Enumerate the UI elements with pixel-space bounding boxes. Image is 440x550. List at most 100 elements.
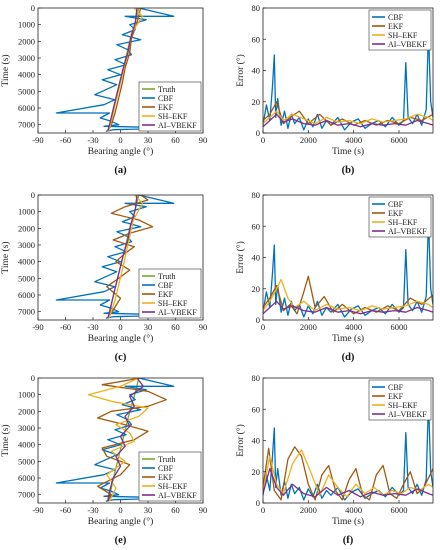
series-group (55, 8, 181, 132)
legend-entry: AI–VBEKF (158, 491, 197, 500)
panel-label: (f) (343, 535, 354, 546)
y-tick-label: 80 (252, 373, 261, 383)
y-tick-label: 2000 (18, 36, 35, 46)
legend-entry: Truth (158, 272, 176, 281)
x-tick-label: 0 (118, 322, 122, 332)
y-axis-label: Error (°) (235, 241, 246, 274)
series-line-ai-vbekf (263, 467, 433, 498)
x-tick-label: 2000 (300, 135, 317, 145)
y-tick-label: 3000 (18, 240, 35, 250)
y-tick-label: 1000 (18, 20, 35, 30)
x-tick-label: -90 (32, 322, 43, 332)
series-group (263, 217, 433, 318)
legend-entry: CBF (388, 383, 404, 392)
x-tick-label: 4000 (345, 322, 362, 332)
x-tick-label: 90 (199, 135, 208, 145)
panel-5: -90 -60 -30 0 30 60 90 0 1000 2000 3000 4000 5000 600… (0, 373, 207, 546)
legend-entry: EKF (388, 22, 404, 31)
panel-1: -90 -60 -30 0 30 60 90 0 1000 2000 3000 4000 5000 600… (0, 3, 207, 176)
series-line-cbf (263, 400, 433, 501)
y-tick-label: 20 (252, 467, 261, 477)
y-tick-label: 5000 (18, 273, 35, 283)
x-axis-label: Bearing angle (°) (88, 146, 154, 157)
series-line-sh-ekf (107, 195, 144, 319)
legend-entry: SH–EKF (158, 112, 188, 121)
series-line-sh-ekf (87, 378, 149, 502)
series-line-sh-ekf (263, 449, 433, 498)
series-line-ekf (263, 446, 433, 501)
series-line-ai-vbekf (107, 8, 138, 132)
x-tick-label: -30 (87, 505, 98, 515)
y-axis-label: Time (s) (0, 241, 11, 273)
x-tick-label: -60 (60, 505, 71, 515)
series-line-sh-ekf (107, 8, 144, 132)
x-tick-label: 30 (144, 322, 153, 332)
series-line-sh-ekf (263, 278, 433, 312)
x-tick-label: 4000 (345, 135, 362, 145)
x-tick-label: 6000 (391, 135, 408, 145)
panel-label: (a) (114, 165, 127, 176)
series-line-ai-vbekf (263, 113, 433, 128)
series-line-ekf (263, 275, 433, 315)
y-axis-label: Error (°) (235, 54, 246, 87)
y-tick-label: 5000 (18, 456, 35, 466)
x-tick-label: 0 (118, 135, 122, 145)
legend-entry: AI–VBEKF (388, 227, 427, 236)
series-line-ai-vbekf (107, 378, 145, 502)
y-tick-label: 60 (252, 404, 261, 414)
y-tick-label: 0 (31, 3, 35, 13)
legend-entry: AI–VBEKF (158, 308, 197, 317)
series-line-cbf (55, 378, 181, 502)
legend-entry: Truth (158, 85, 176, 94)
legend-entry: SH–EKF (158, 299, 188, 308)
series-line-ai-vbekf (263, 300, 433, 315)
panel-label: (e) (115, 535, 127, 546)
y-tick-label: 7000 (18, 490, 35, 500)
panel-label: (b) (342, 165, 355, 176)
y-tick-label: 2000 (18, 406, 35, 416)
y-tick-label: 60 (252, 34, 261, 44)
legend-entry: Truth (158, 455, 176, 464)
panel-4: 0 2000 4000 6000 0 20 40 60 80 Time (s) Error (°) (… (235, 190, 434, 363)
legend-entry: CBF (388, 13, 404, 22)
x-tick-label: 2000 (300, 505, 317, 515)
y-tick-label: 40 (252, 436, 261, 446)
legend-entry: CBF (158, 94, 174, 103)
y-tick-label: 5000 (18, 86, 35, 96)
y-tick-label: 0 (256, 315, 260, 325)
x-tick-label: 2000 (300, 322, 317, 332)
legend-entry: CBF (388, 200, 404, 209)
y-tick-label: 80 (252, 190, 261, 200)
series-group (263, 400, 433, 501)
x-tick-label: 90 (199, 322, 208, 332)
legend-entry: EKF (388, 392, 404, 401)
y-tick-label: 0 (31, 190, 35, 200)
legend-entry: CBF (158, 464, 174, 473)
series-line-sh-ekf (263, 110, 433, 125)
legend-entry: CBF (158, 281, 174, 290)
x-tick-label: -30 (87, 322, 98, 332)
legend-entry: SH–EKF (388, 218, 418, 227)
legend-entry: SH–EKF (388, 401, 418, 410)
x-tick-label: -60 (60, 135, 71, 145)
legend-entry: EKF (158, 290, 174, 299)
series-line-ai-vbekf (107, 195, 138, 319)
y-tick-label: 6000 (18, 473, 35, 483)
y-axis-label: Time (s) (0, 54, 11, 86)
x-axis-label: Time (s) (332, 333, 364, 344)
panel-2: 0 2000 4000 6000 0 20 40 60 80 Time (s) Error (°) (… (235, 3, 434, 176)
x-tick-label: -90 (32, 135, 43, 145)
y-tick-label: 7000 (18, 120, 35, 130)
x-axis-label: Bearing angle (°) (88, 333, 154, 344)
x-tick-label: 4000 (345, 505, 362, 515)
y-tick-label: 0 (256, 498, 260, 508)
panel-3: -90 -60 -30 0 30 60 90 0 1000 2000 3000 4000 5000 600… (0, 190, 207, 363)
x-tick-label: 0 (261, 505, 265, 515)
y-axis-label: Error (°) (235, 424, 246, 457)
y-tick-label: 7000 (18, 307, 35, 317)
y-tick-label: 80 (252, 3, 261, 13)
panel-label: (c) (115, 352, 127, 363)
y-axis-label: Time (s) (0, 424, 11, 456)
